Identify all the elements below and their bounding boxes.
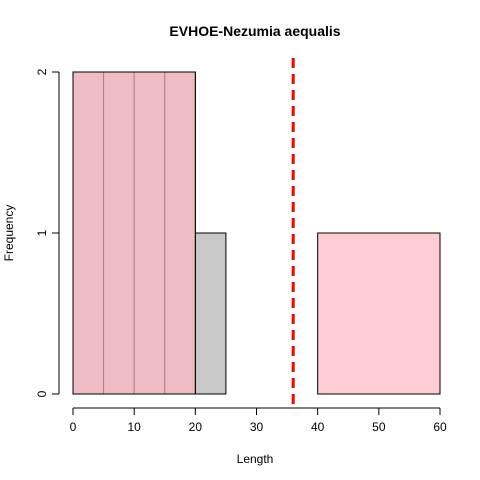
x-axis-label: Length xyxy=(237,452,274,466)
y-tick-label-0: 0 xyxy=(35,390,49,397)
histogram-gray-bar-4 xyxy=(194,232,227,395)
bars-layer xyxy=(72,71,441,395)
x-tick-label-6: 60 xyxy=(433,420,447,434)
y-axis-label: Frequency xyxy=(2,205,16,262)
x-tick-label-0: 0 xyxy=(70,420,77,434)
x-tick-label-1: 10 xyxy=(127,420,141,434)
y-tick-label-2: 2 xyxy=(35,68,49,75)
histogram-pink-bar-1 xyxy=(317,232,441,395)
y-tick-label-1: 1 xyxy=(35,229,49,236)
chart-title: EVHOE-Nezumia aequalis xyxy=(169,23,340,39)
x-tick-label-4: 40 xyxy=(311,420,325,434)
x-tick-label-5: 50 xyxy=(372,420,386,434)
axes-layer: 0 10 20 30 40 50 60 0 1 2 xyxy=(35,68,447,434)
x-tick-label-2: 20 xyxy=(189,420,203,434)
x-tick-label-3: 30 xyxy=(250,420,264,434)
histogram-pink-bar-0 xyxy=(72,71,196,395)
